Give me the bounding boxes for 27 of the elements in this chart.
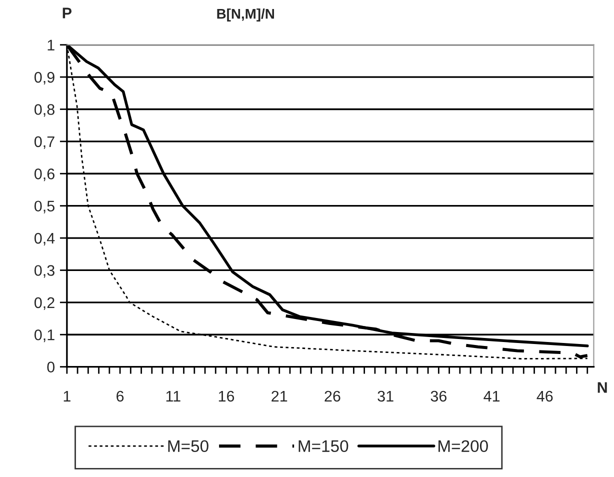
x-tick-label: 21 xyxy=(272,390,288,402)
x-tick-label: 41 xyxy=(484,390,500,402)
x-tick-label: 36 xyxy=(430,390,446,402)
y-tick-label: 0,7 xyxy=(34,136,54,149)
x-tick-label: 46 xyxy=(536,390,553,402)
x-tick-label: 6 xyxy=(116,390,124,402)
y-tick-label: 0,6 xyxy=(34,168,54,182)
y-tick-label: 1 xyxy=(48,40,54,50)
x-axis-title: N xyxy=(598,382,607,393)
legend-label: M=200 xyxy=(438,440,488,452)
y-tick-label: 0,9 xyxy=(34,72,54,85)
x-tick-label: 31 xyxy=(378,390,394,402)
x-tick-label: 11 xyxy=(166,390,180,402)
y-tick-label: 0,1 xyxy=(34,329,54,342)
legend-label: M=150 xyxy=(298,440,348,452)
chart-title: B[N,M]/N xyxy=(217,8,274,22)
y-tick-label: 0 xyxy=(47,362,55,372)
legend-label: M=50 xyxy=(168,440,208,452)
x-tick-label: 26 xyxy=(324,390,340,402)
y-tick-label: 0,2 xyxy=(34,297,54,310)
x-tick-label: 1 xyxy=(64,390,70,402)
y-tick-label: 0,4 xyxy=(34,232,55,246)
y-tick-label: 0,8 xyxy=(34,104,54,117)
x-tick-label: 16 xyxy=(218,390,234,402)
y-axis-title: P xyxy=(62,8,72,18)
y-tick-label: 0,3 xyxy=(34,265,54,278)
y-tick-label: 0,5 xyxy=(34,200,54,214)
